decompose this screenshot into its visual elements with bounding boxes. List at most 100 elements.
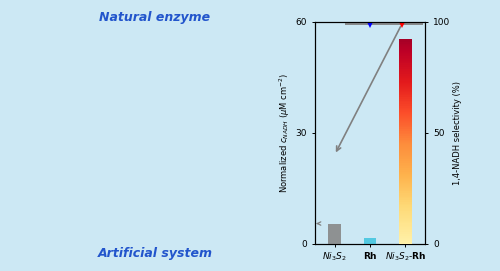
Bar (400, 178, 411, 179)
Bar (400, 106, 411, 107)
Bar (400, 52, 411, 53)
Bar (400, 182, 411, 183)
Bar (400, 117, 411, 118)
Bar (400, 207, 411, 208)
Bar (400, 81, 411, 82)
Bar (400, 69, 411, 70)
Bar (400, 177, 411, 178)
Bar (400, 131, 411, 132)
Bar (400, 96, 411, 97)
Bar (400, 161, 411, 162)
Bar (400, 119, 411, 120)
Bar (400, 184, 411, 185)
Bar (400, 55, 411, 56)
Bar (400, 176, 411, 177)
Bar (400, 154, 411, 155)
Y-axis label: Normalized $c_{NADH}$ ($\mu$M cm$^{-2}$): Normalized $c_{NADH}$ ($\mu$M cm$^{-2}$) (278, 73, 292, 193)
Bar (400, 210, 411, 211)
Bar (400, 226, 411, 227)
Bar (400, 153, 411, 154)
Bar (400, 85, 411, 86)
Bar (400, 218, 411, 219)
Bar (400, 204, 411, 205)
Bar (400, 168, 411, 169)
Bar (400, 188, 411, 189)
Bar (400, 221, 411, 222)
Bar (400, 189, 411, 190)
Bar (400, 104, 411, 105)
Text: Natural enzyme: Natural enzyme (100, 11, 210, 24)
Bar (400, 201, 411, 202)
Bar (400, 75, 411, 76)
Bar (400, 212, 411, 213)
Bar (400, 181, 411, 182)
Bar (400, 192, 411, 193)
Bar (400, 211, 411, 212)
Bar (400, 63, 411, 64)
Bar (400, 222, 411, 223)
Bar (400, 196, 411, 197)
Bar (400, 155, 411, 156)
Bar (400, 46, 411, 47)
Bar (400, 118, 411, 119)
Bar (400, 171, 411, 172)
Bar (400, 145, 411, 146)
Bar (400, 151, 411, 152)
Bar (400, 185, 411, 186)
Bar (400, 54, 411, 55)
Bar (400, 190, 411, 191)
Bar (400, 93, 411, 94)
Bar (400, 136, 411, 137)
Bar (400, 64, 411, 65)
Bar (400, 160, 411, 161)
Bar (400, 140, 411, 141)
Bar (400, 68, 411, 69)
Bar (400, 41, 411, 42)
Bar (400, 233, 411, 234)
Bar (400, 72, 411, 73)
Bar (400, 149, 411, 150)
Bar (400, 219, 411, 220)
Bar (400, 95, 411, 96)
Bar (400, 87, 411, 88)
Bar (400, 61, 411, 62)
Bar (400, 169, 411, 170)
Bar (400, 150, 411, 151)
Bar (400, 139, 411, 140)
Bar (400, 73, 411, 74)
Bar (400, 58, 411, 59)
Bar (400, 123, 411, 124)
Bar (400, 230, 411, 231)
Bar (400, 124, 411, 125)
Bar (400, 183, 411, 184)
Bar (400, 235, 411, 236)
Bar (400, 60, 411, 61)
Bar (400, 135, 411, 136)
Bar (400, 62, 411, 63)
Bar (400, 99, 411, 100)
Bar (400, 65, 411, 66)
Bar (400, 193, 411, 194)
Bar (400, 76, 411, 77)
Bar (400, 146, 411, 147)
Bar (400, 232, 411, 233)
Bar (400, 148, 411, 149)
Bar (400, 243, 411, 244)
Bar (400, 197, 411, 198)
Bar (400, 100, 411, 101)
Bar (400, 84, 411, 85)
Bar (400, 158, 411, 159)
Bar (400, 101, 411, 102)
Bar (400, 127, 411, 128)
Bar (400, 116, 411, 117)
Bar (400, 215, 411, 216)
Bar (400, 94, 411, 95)
Bar (400, 114, 411, 115)
Bar (400, 144, 411, 145)
Bar (364, 238, 376, 244)
Bar (328, 224, 340, 244)
Bar (400, 137, 411, 138)
Bar (400, 156, 411, 157)
Bar (400, 164, 411, 165)
Bar (400, 110, 411, 111)
